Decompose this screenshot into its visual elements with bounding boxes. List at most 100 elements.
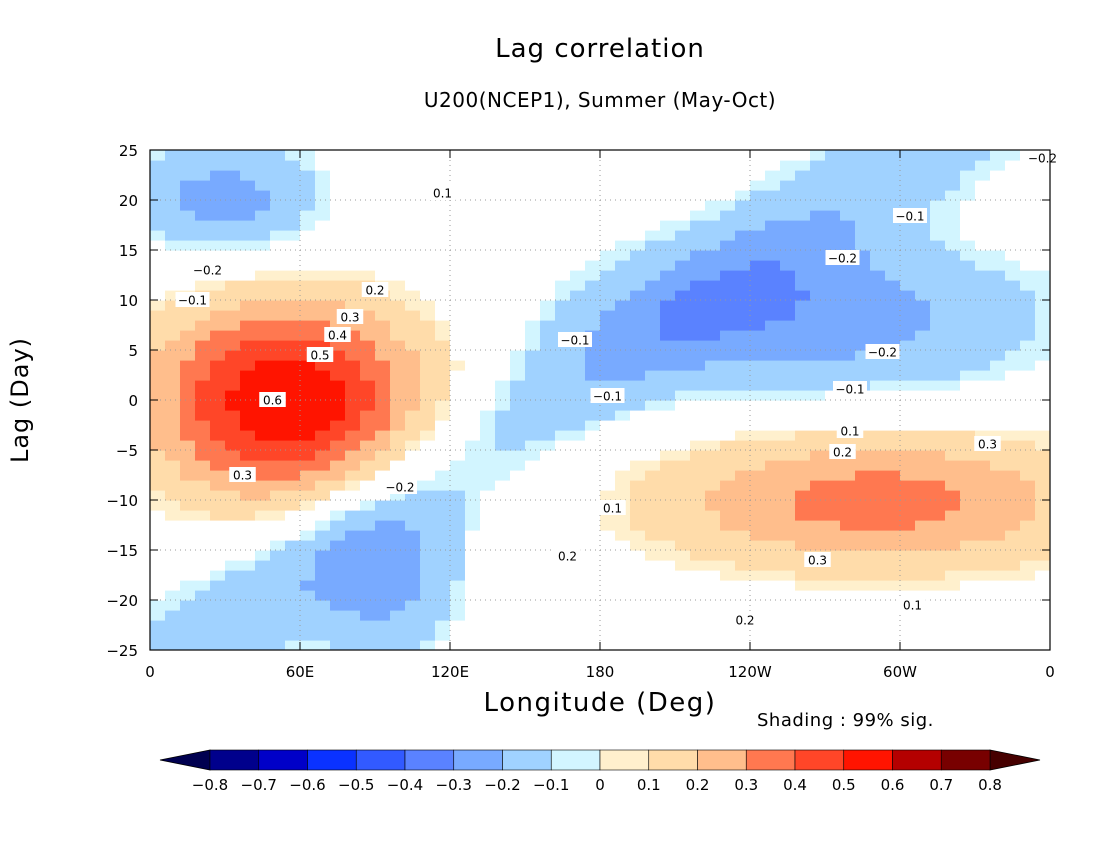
heat-cell: [150, 300, 166, 311]
heat-cell: [510, 180, 526, 191]
heat-cell: [975, 400, 991, 411]
heat-cell: [465, 330, 481, 341]
heat-cell: [930, 640, 946, 650]
heat-cell: [285, 600, 301, 611]
heat-cell: [930, 220, 946, 231]
contour-label-bg: [190, 262, 225, 277]
heat-cell: [405, 560, 421, 571]
heat-cell: [840, 350, 856, 361]
heat-cell: [390, 210, 406, 221]
heat-cell: [675, 510, 691, 521]
heat-cell: [885, 230, 901, 241]
heat-cell: [165, 430, 181, 441]
heat-cell: [630, 610, 646, 621]
heatmap-field: [150, 150, 1050, 650]
heat-cell: [1020, 550, 1036, 561]
heat-cell: [930, 440, 946, 451]
heat-cell: [900, 590, 916, 601]
heat-cell: [330, 290, 346, 301]
heat-cell: [720, 210, 736, 221]
heat-cell: [1020, 590, 1036, 601]
heat-cell: [705, 190, 721, 201]
heat-cell: [255, 310, 271, 321]
heat-cell: [750, 500, 766, 511]
heat-cell: [555, 620, 571, 631]
heat-cell: [165, 280, 181, 291]
heat-cell: [1005, 620, 1021, 631]
heat-cell: [480, 570, 496, 581]
heat-cell: [675, 190, 691, 201]
heat-cell: [375, 150, 391, 161]
heat-cell: [945, 190, 961, 201]
heat-cell: [240, 600, 256, 611]
heat-cell: [405, 220, 421, 231]
heat-cell: [330, 190, 346, 201]
heat-cell: [885, 520, 901, 531]
heat-cell: [330, 220, 346, 231]
heat-cell: [960, 370, 976, 381]
heat-cell: [495, 580, 511, 591]
heat-cell: [600, 470, 616, 481]
heat-cell: [270, 640, 286, 650]
heat-cell: [780, 250, 796, 261]
heat-cell: [1035, 260, 1050, 271]
heat-cell: [240, 350, 256, 361]
heat-cell: [1005, 320, 1021, 331]
heat-cell: [990, 430, 1006, 441]
heat-cell: [720, 220, 736, 231]
heat-cell: [1035, 520, 1050, 531]
heat-cell: [570, 390, 586, 401]
heat-cell: [300, 270, 316, 281]
heat-cell: [735, 250, 751, 261]
heat-cell: [930, 390, 946, 401]
heat-cell: [1035, 250, 1050, 261]
heat-cell: [240, 190, 256, 201]
heat-cell: [750, 350, 766, 361]
heat-cell: [165, 480, 181, 491]
heat-cell: [675, 280, 691, 291]
heat-cell: [675, 610, 691, 621]
heat-cell: [210, 240, 226, 251]
heat-cell: [195, 360, 211, 371]
heat-cell: [450, 520, 466, 531]
heat-cell: [405, 510, 421, 521]
heat-cell: [555, 630, 571, 641]
heat-cell: [690, 160, 706, 171]
heat-cell: [600, 520, 616, 531]
heat-cell: [675, 440, 691, 451]
heat-cell: [855, 600, 871, 611]
heat-cell: [570, 450, 586, 461]
heat-cell: [525, 630, 541, 641]
heat-cell: [975, 520, 991, 531]
colorbar-tick-label: 0.4: [783, 776, 807, 794]
heat-cell: [630, 410, 646, 421]
heat-cell: [930, 240, 946, 251]
heat-cell: [180, 200, 196, 211]
heat-cell: [840, 330, 856, 341]
heat-cell: [375, 590, 391, 601]
heat-cell: [390, 530, 406, 541]
heat-cell: [720, 300, 736, 311]
heat-cell: [300, 230, 316, 241]
heat-cell: [600, 170, 616, 181]
heat-cell: [600, 370, 616, 381]
heat-cell: [180, 210, 196, 221]
heat-cell: [735, 560, 751, 571]
heat-cell: [195, 250, 211, 261]
heat-cell: [390, 640, 406, 650]
heat-cell: [480, 480, 496, 491]
heat-cell: [885, 540, 901, 551]
colorbar-tick-label: 0.7: [929, 776, 953, 794]
heat-cell: [735, 330, 751, 341]
heat-cell: [465, 170, 481, 181]
heat-cell: [975, 460, 991, 471]
heat-cell: [735, 210, 751, 221]
heat-cell: [600, 260, 616, 271]
heat-cell: [690, 570, 706, 581]
heat-cell: [990, 610, 1006, 621]
heat-cell: [795, 550, 811, 561]
heat-cell: [675, 430, 691, 441]
heat-cell: [465, 380, 481, 391]
heat-cell: [825, 550, 841, 561]
